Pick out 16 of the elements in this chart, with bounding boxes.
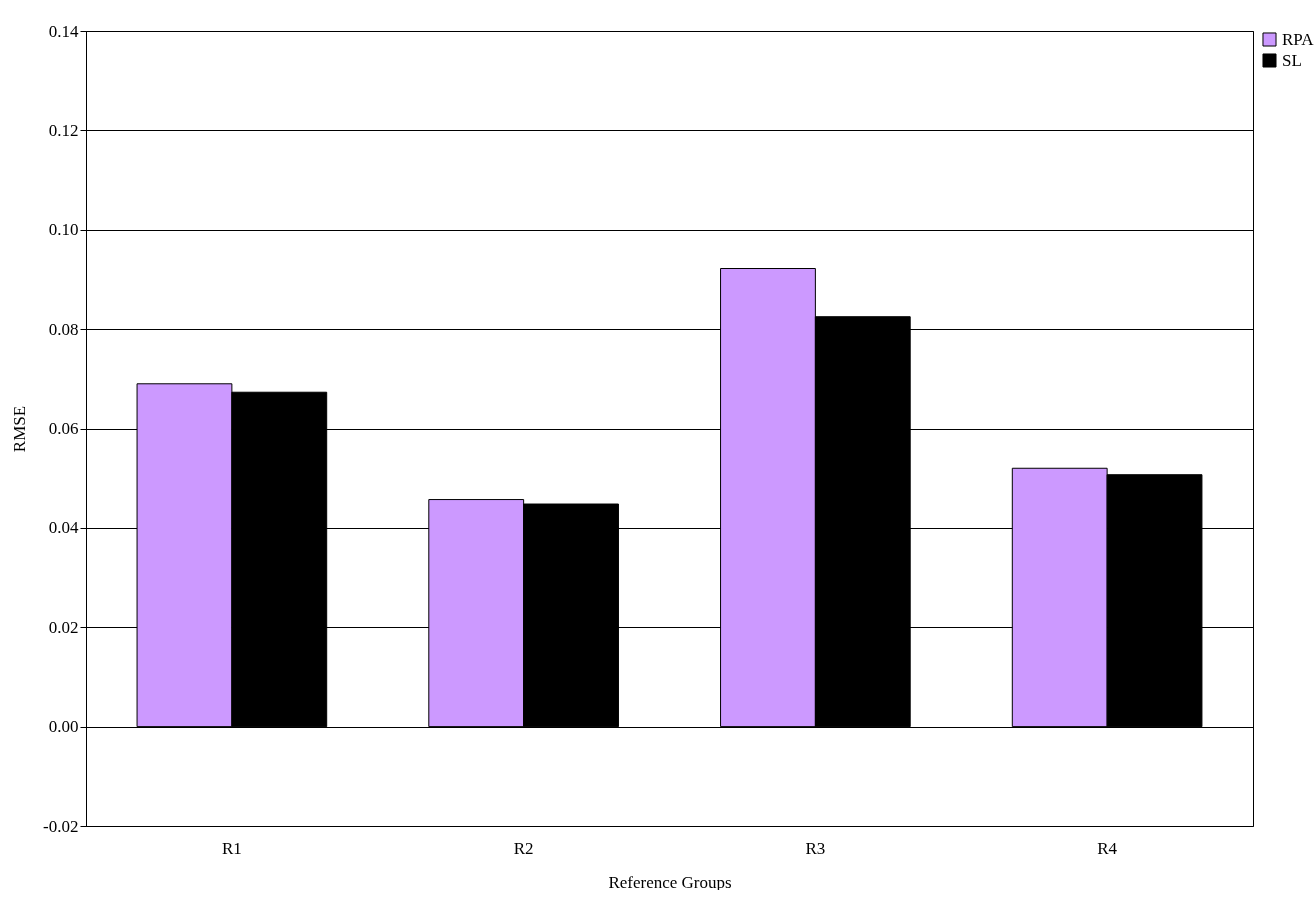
- y-tick-label: 0.10: [48, 220, 79, 240]
- x-tick-label: R2: [513, 838, 534, 858]
- y-tick-label: -0.02: [43, 816, 79, 836]
- y-tick-label: 0.04: [48, 518, 79, 538]
- y-tick-label: 0.14: [48, 21, 79, 41]
- y-tick-label: 0.12: [48, 120, 79, 140]
- y-axis-title: RMSE: [10, 405, 30, 453]
- legend-label: SL: [1282, 50, 1302, 70]
- x-tick-label: R4: [1097, 838, 1118, 858]
- x-tick-label: R3: [805, 838, 826, 858]
- y-tick-label: 0.00: [48, 717, 79, 737]
- y-tick-label: 0.02: [48, 617, 79, 637]
- y-tick-label: 0.08: [48, 319, 79, 339]
- y-tick-label: 0.06: [48, 419, 79, 438]
- x-tick-label: R1: [221, 838, 242, 858]
- legend-label: RPA: [1282, 29, 1314, 49]
